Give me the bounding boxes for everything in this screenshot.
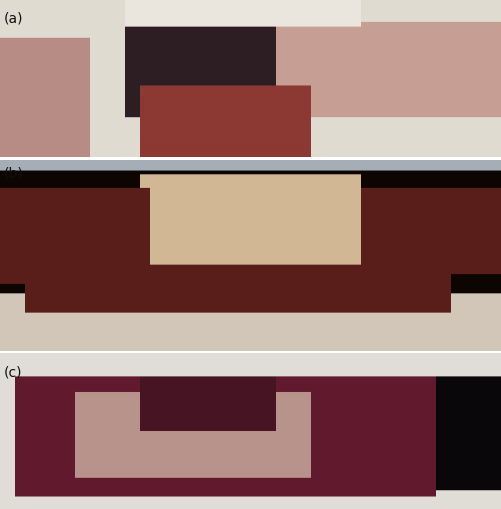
Text: (b): (b) (4, 166, 24, 180)
Text: (a): (a) (4, 11, 24, 25)
Text: (c): (c) (4, 364, 23, 379)
